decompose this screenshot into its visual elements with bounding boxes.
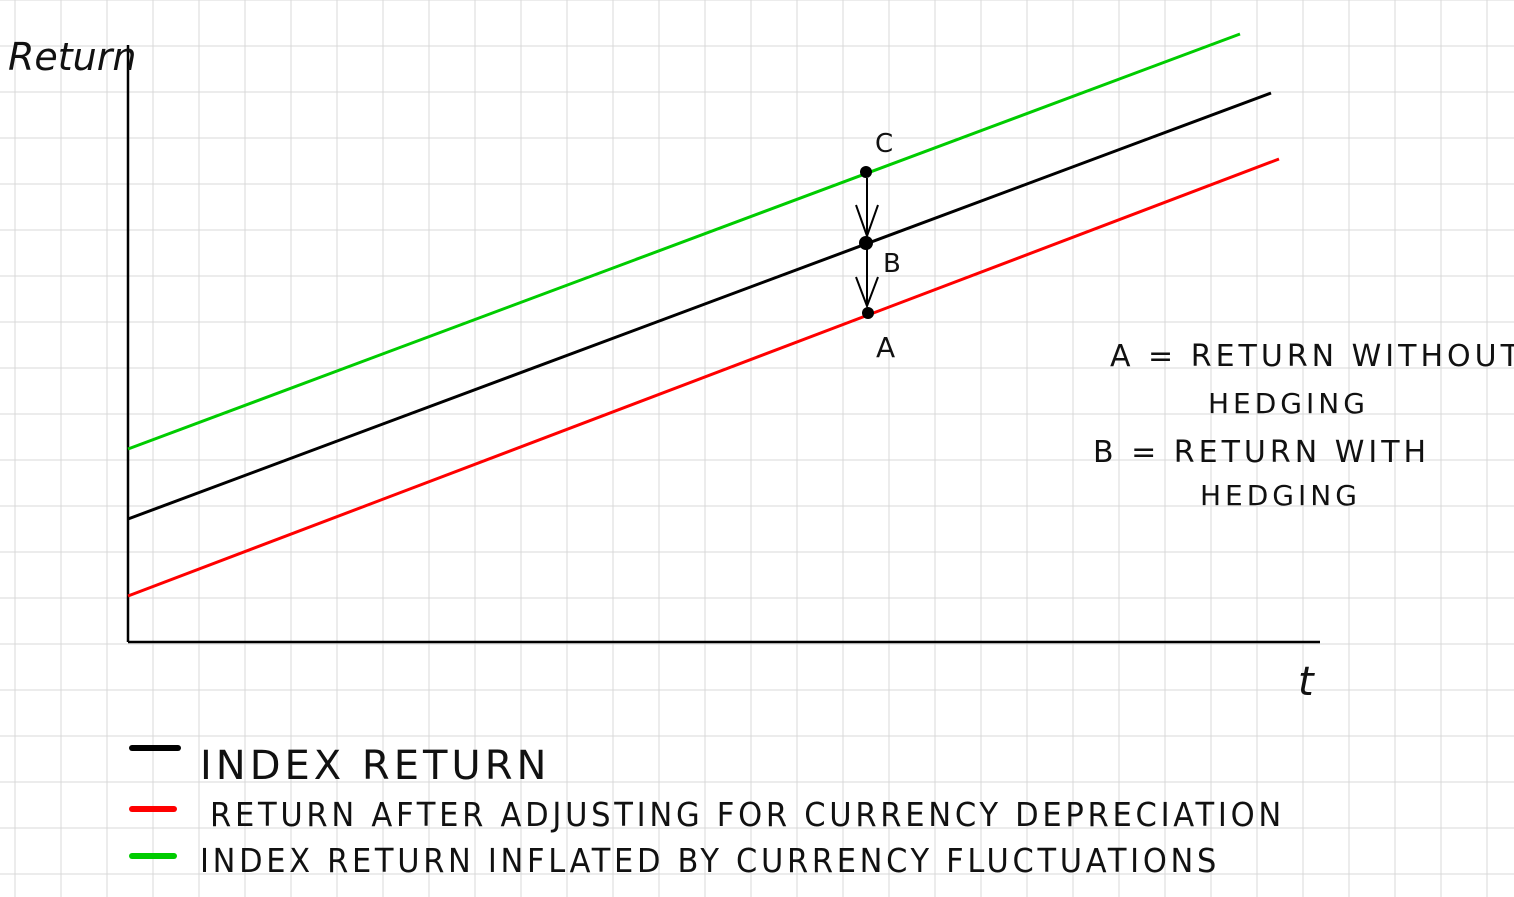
point-c: [860, 166, 872, 178]
y-axis-label: Return: [8, 35, 136, 79]
legend-label-index-return: INDEX RETURN: [200, 743, 550, 789]
arrow-c-to-b: [855, 178, 879, 239]
x-axis-label: t: [1298, 659, 1315, 705]
legend-label-return-after-adjusting: RETURN AFTER ADJUSTING FOR CURRENCY DEPR…: [210, 795, 1285, 834]
point-a-label: A: [876, 331, 895, 364]
annotation-b-definition-cont: HEDGING: [1200, 479, 1361, 512]
annotation-a-definition-cont: HEDGING: [1208, 387, 1369, 420]
annotation-b-definition: B = RETURN WITH: [1093, 435, 1430, 470]
point-b-label: B: [883, 249, 901, 279]
arrow-b-to-a: [855, 248, 879, 309]
annotation-a-definition: A = RETURN WITHOUT: [1110, 339, 1514, 374]
black-series-line: [127, 91, 1272, 521]
green-series-line: [127, 32, 1241, 451]
legend-label-index-inflated: INDEX RETURN INFLATED BY CURRENCY FLUCTU…: [200, 841, 1220, 880]
point-c-label: C: [875, 129, 893, 159]
point-a: [862, 307, 874, 319]
point-b: [859, 236, 873, 250]
red-series-line: [127, 157, 1280, 598]
legend: INDEX RETURN RETURN AFTER ADJUSTING FOR …: [129, 743, 1285, 880]
